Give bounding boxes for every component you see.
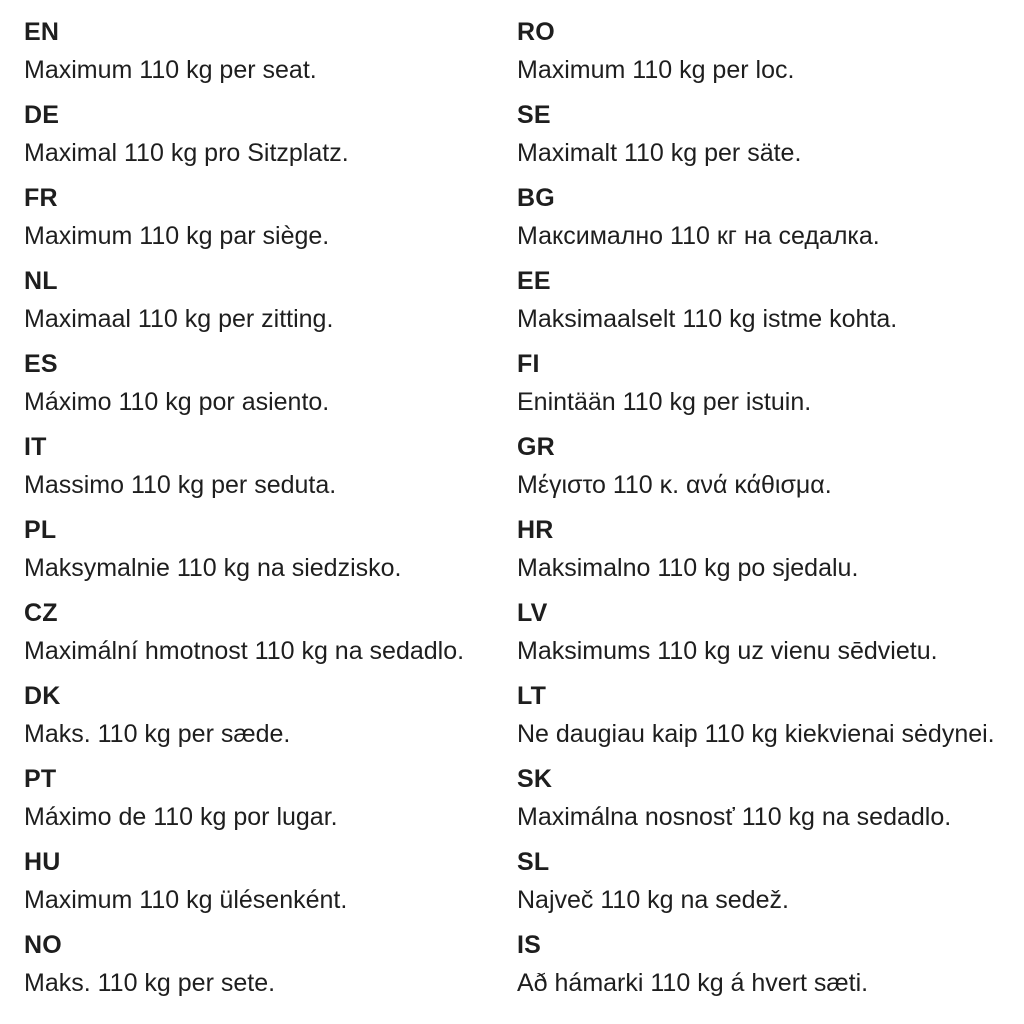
language-entry: DE Maximal 110 kg pro Sitzplatz. [24,96,517,172]
language-text: Maks. 110 kg per sæde. [24,720,291,748]
language-entry: NL Maximaal 110 kg per zitting. [24,262,517,338]
language-text: Máximo 110 kg por asiento. [24,388,330,416]
language-text: Massimo 110 kg per seduta. [24,471,337,499]
language-code: PL [24,516,57,544]
language-text: Maksimums 110 kg uz vienu sēdvietu. [517,637,938,665]
language-text: Maksimalno 110 kg po sjedalu. [517,554,859,582]
language-text: Maximum 110 kg ülésenként. [24,886,348,914]
language-entry: EE Maksimaalselt 110 kg istme kohta. [517,262,1018,338]
language-entry: SK Maximálna nosnosť 110 kg na sedadlo. [517,760,1018,836]
language-text: Maximální hmotnost 110 kg na sedadlo. [24,637,465,665]
language-code: IT [24,433,47,461]
language-code: BG [517,184,555,212]
language-entry: RO Maximum 110 kg per loc. [517,13,1018,89]
language-code: PT [24,765,57,793]
language-code: HU [24,848,61,876]
language-code: FI [517,350,540,378]
language-text: Največ 110 kg na sedež. [517,886,789,914]
language-code: SK [517,765,553,793]
language-text: Enintään 110 kg per istuin. [517,388,812,416]
language-text: Máximo de 110 kg por lugar. [24,803,338,831]
language-code: DE [24,101,60,129]
language-code: CZ [24,599,58,627]
language-entry: DK Maks. 110 kg per sæde. [24,677,517,753]
language-text: Maximaal 110 kg per zitting. [24,305,334,333]
language-entry: FI Enintään 110 kg per istuin. [517,345,1018,421]
language-code: IS [517,931,542,959]
language-text: Maximum 110 kg par siège. [24,222,330,250]
language-entry: FR Maximum 110 kg par siège. [24,179,517,255]
language-entry: IT Massimo 110 kg per seduta. [24,428,517,504]
language-text: Maximal 110 kg pro Sitzplatz. [24,139,349,167]
language-code: EE [517,267,551,295]
language-entry: HU Maximum 110 kg ülésenként. [24,843,517,919]
language-text: Maximálna nosnosť 110 kg na sedadlo. [517,803,952,831]
language-entry: BG Максимално 110 кг на седалка. [517,179,1018,255]
language-text: Maximum 110 kg per loc. [517,56,795,84]
language-entry: LV Maksimums 110 kg uz vienu sēdvietu. [517,594,1018,670]
language-code: SL [517,848,550,876]
language-code: NL [24,267,58,295]
language-text: Maks. 110 kg per sete. [24,969,276,997]
language-text: Maximum 110 kg per seat. [24,56,317,84]
language-entry: IS Að hámarki 110 kg á hvert sæti. [517,926,1018,1002]
language-entry: SL Največ 110 kg na sedež. [517,843,1018,919]
language-code: LV [517,599,548,627]
language-text: Μέγιστο 110 κ. ανά κάθισμα. [517,471,832,499]
language-entry: ES Máximo 110 kg por asiento. [24,345,517,421]
language-column-right: RO Maximum 110 kg per loc. SE Maximalt 1… [517,13,1018,1024]
language-entry: EN Maximum 110 kg per seat. [24,13,517,89]
language-entry: NO Maks. 110 kg per sete. [24,926,517,1002]
language-column-left: EN Maximum 110 kg per seat. DE Maximal 1… [24,13,517,1024]
language-text: Að hámarki 110 kg á hvert sæti. [517,969,869,997]
language-text: Maksymalnie 110 kg na siedzisko. [24,554,402,582]
language-code: GR [517,433,555,461]
language-code: HR [517,516,554,544]
language-text: Maximalt 110 kg per säte. [517,139,802,167]
language-entry: GR Μέγιστο 110 κ. ανά κάθισμα. [517,428,1018,504]
language-text: Ne daugiau kaip 110 kg kiekvienai sėdyne… [517,720,995,748]
language-code: RO [517,18,555,46]
language-code: EN [24,18,60,46]
language-entry: SE Maximalt 110 kg per säte. [517,96,1018,172]
language-entry: HR Maksimalno 110 kg po sjedalu. [517,511,1018,587]
language-entry: CZ Maximální hmotnost 110 kg na sedadlo. [24,594,517,670]
language-code: SE [517,101,551,129]
language-code: NO [24,931,62,959]
language-entry: LT Ne daugiau kaip 110 kg kiekvienai sėd… [517,677,1018,753]
language-code: DK [24,682,61,710]
language-code: LT [517,682,547,710]
language-code: ES [24,350,58,378]
language-entry: PT Máximo de 110 kg por lugar. [24,760,517,836]
language-code: FR [24,184,58,212]
language-text: Максимално 110 кг на седалка. [517,222,880,250]
language-entry: PL Maksymalnie 110 kg na siedzisko. [24,511,517,587]
language-text: Maksimaalselt 110 kg istme kohta. [517,305,898,333]
